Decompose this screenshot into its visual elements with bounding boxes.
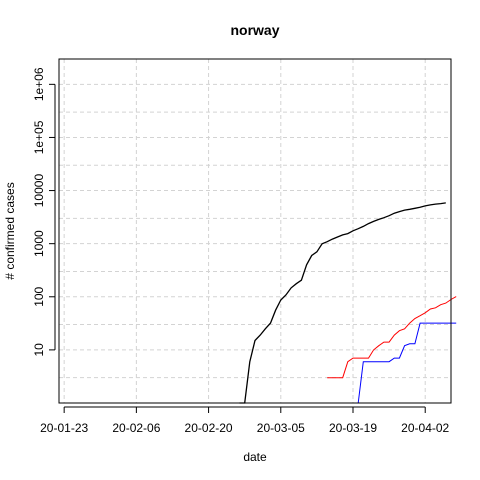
y-tick-label: 1000 bbox=[32, 230, 46, 257]
y-tick-label: 10000 bbox=[32, 174, 46, 208]
y-axis-label: # confirmed cases bbox=[3, 182, 17, 279]
plot-frame bbox=[58, 58, 452, 404]
x-tick-label: 20-02-06 bbox=[112, 421, 160, 435]
series-line-2 bbox=[327, 296, 457, 379]
x-axis: 20-01-23 20-02-06 20-02-20 20-03-05 20-03-19… bbox=[40, 406, 450, 435]
y-tick-label: 10 bbox=[32, 343, 46, 357]
series-line-1 bbox=[239, 202, 446, 404]
x-tick-label: 20-03-05 bbox=[257, 421, 305, 435]
x-axis-label: date bbox=[243, 450, 267, 464]
x-tick-label: 20-03-19 bbox=[329, 421, 377, 435]
y-tick-label: 1e+06 bbox=[32, 67, 46, 101]
chart-title: norway bbox=[230, 22, 279, 38]
y-axis: 10 100 1000 10000 1e+05 1e+06 bbox=[32, 67, 56, 357]
y-tick-label: 100 bbox=[32, 286, 46, 306]
y-tick-label: 1e+05 bbox=[32, 120, 46, 154]
x-tick-label: 20-01-23 bbox=[40, 421, 88, 435]
x-tick-label: 20-02-20 bbox=[185, 421, 233, 435]
x-tick-label: 20-04-02 bbox=[401, 421, 449, 435]
